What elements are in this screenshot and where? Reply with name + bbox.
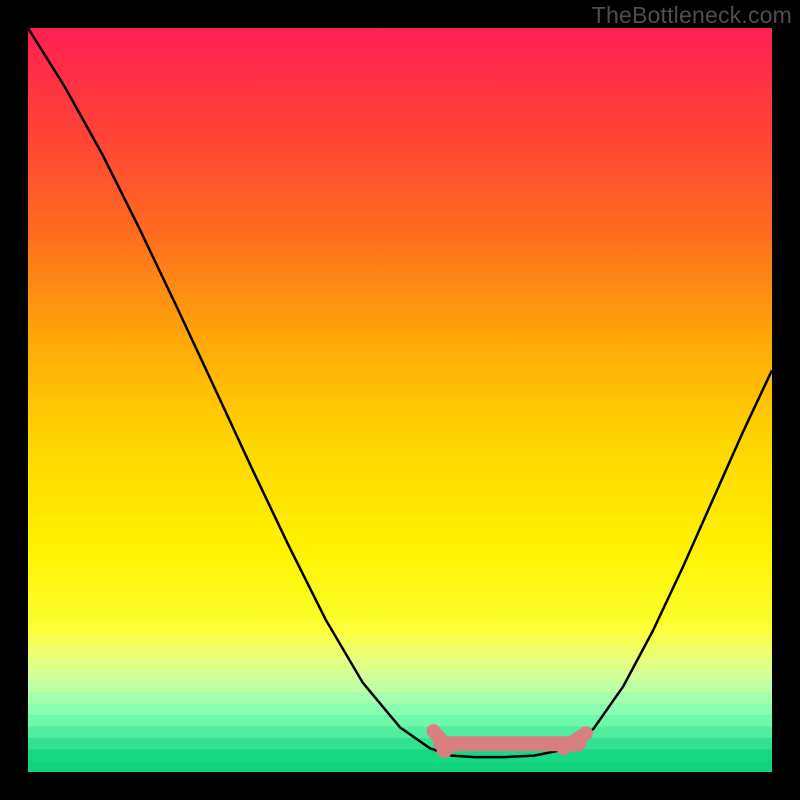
- gradient-stripe: [28, 692, 772, 703]
- gradient-stripe: [28, 646, 772, 657]
- gradient-stripe: [28, 761, 772, 772]
- gradient-stripe: [28, 703, 772, 714]
- watermark-text: TheBottleneck.com: [592, 2, 792, 29]
- gradient-stripe: [28, 715, 772, 726]
- gradient-stripe: [28, 749, 772, 760]
- gradient-stripe: [28, 680, 772, 691]
- gradient-stripe: [28, 635, 772, 646]
- plot-area: [28, 28, 772, 772]
- gradient-stripe: [28, 738, 772, 749]
- bottleneck-curve-chart: [28, 28, 772, 772]
- gradient-stripe: [28, 658, 772, 669]
- chart-container: TheBottleneck.com: [0, 0, 800, 800]
- gradient-stripe: [28, 669, 772, 680]
- gradient-stripe: [28, 623, 772, 634]
